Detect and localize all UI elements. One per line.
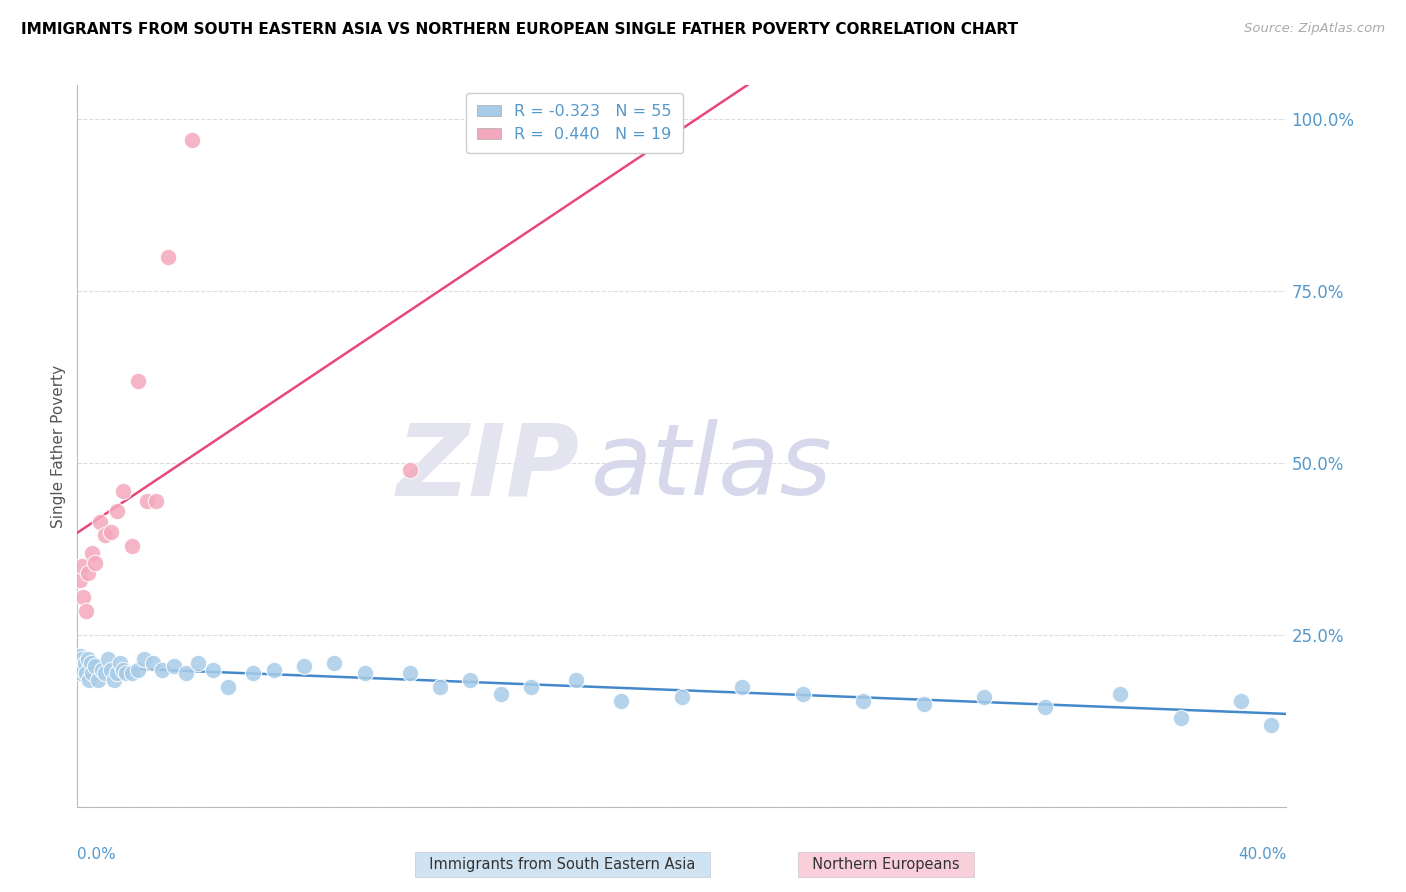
Point [174, 666, 197, 681]
Text: ZIP: ZIP [396, 419, 579, 516]
Point [912, 697, 935, 711]
Point [75, 604, 97, 618]
Text: 0.0%: 0.0% [77, 847, 117, 862]
Point [89, 515, 111, 529]
Point [323, 656, 346, 670]
Point [181, 133, 204, 147]
Point [852, 693, 875, 707]
Point [1170, 711, 1192, 725]
Point [145, 494, 167, 508]
Point [80, 656, 103, 670]
Point [103, 673, 125, 687]
Point [353, 666, 375, 681]
Point [157, 250, 180, 264]
Text: Northern Europeans: Northern Europeans [803, 857, 969, 872]
Point [79, 673, 101, 687]
Point [82, 546, 104, 560]
Point [105, 666, 128, 681]
Point [1033, 700, 1056, 714]
Point [565, 673, 588, 687]
Point [84, 659, 107, 673]
Point [105, 504, 128, 518]
Point [96, 652, 118, 666]
Point [77, 652, 100, 666]
Point [72, 591, 94, 605]
Point [75, 666, 97, 681]
Text: atlas: atlas [592, 419, 832, 516]
Point [70, 666, 93, 681]
Point [150, 663, 173, 677]
Point [242, 666, 264, 681]
Point [87, 673, 110, 687]
Point [70, 559, 93, 574]
Point [93, 528, 115, 542]
Point [1109, 687, 1132, 701]
Point [610, 693, 633, 707]
Point [399, 666, 422, 681]
Point [82, 666, 104, 681]
Point [70, 652, 93, 666]
Point [263, 663, 285, 677]
Legend: R = -0.323   N = 55, R =  0.440   N = 19: R = -0.323 N = 55, R = 0.440 N = 19 [467, 93, 683, 153]
Point [292, 659, 315, 673]
Point [72, 659, 94, 673]
Point [187, 656, 209, 670]
Point [69, 648, 91, 663]
Point [132, 652, 155, 666]
Point [121, 539, 143, 553]
Point [489, 687, 512, 701]
Text: IMMIGRANTS FROM SOUTH EASTERN ASIA VS NORTHERN EUROPEAN SINGLE FATHER POVERTY CO: IMMIGRANTS FROM SOUTH EASTERN ASIA VS NO… [21, 22, 1018, 37]
Y-axis label: Single Father Poverty: Single Father Poverty [51, 365, 66, 527]
Point [90, 663, 112, 677]
Point [100, 663, 122, 677]
Point [108, 656, 131, 670]
Point [1260, 717, 1282, 731]
Point [72, 663, 94, 677]
Point [73, 656, 96, 670]
Point [731, 680, 754, 694]
Point [458, 673, 481, 687]
Point [93, 666, 115, 681]
Point [1230, 693, 1253, 707]
Point [142, 656, 165, 670]
Text: 40.0%: 40.0% [1239, 847, 1286, 862]
Point [671, 690, 693, 705]
Point [520, 680, 543, 694]
Point [121, 666, 143, 681]
Point [202, 663, 225, 677]
Point [429, 680, 451, 694]
Point [973, 690, 995, 705]
Point [127, 663, 149, 677]
Text: Immigrants from South Eastern Asia: Immigrants from South Eastern Asia [420, 857, 704, 872]
Point [792, 687, 814, 701]
Point [127, 374, 149, 388]
Point [111, 663, 134, 677]
Point [111, 483, 134, 498]
Text: Source: ZipAtlas.com: Source: ZipAtlas.com [1244, 22, 1385, 36]
Point [135, 494, 157, 508]
Point [218, 680, 240, 694]
Point [163, 659, 186, 673]
Point [114, 666, 136, 681]
Point [69, 573, 91, 587]
Point [84, 556, 107, 570]
Point [100, 524, 122, 539]
Point [77, 566, 100, 581]
Point [399, 463, 422, 477]
